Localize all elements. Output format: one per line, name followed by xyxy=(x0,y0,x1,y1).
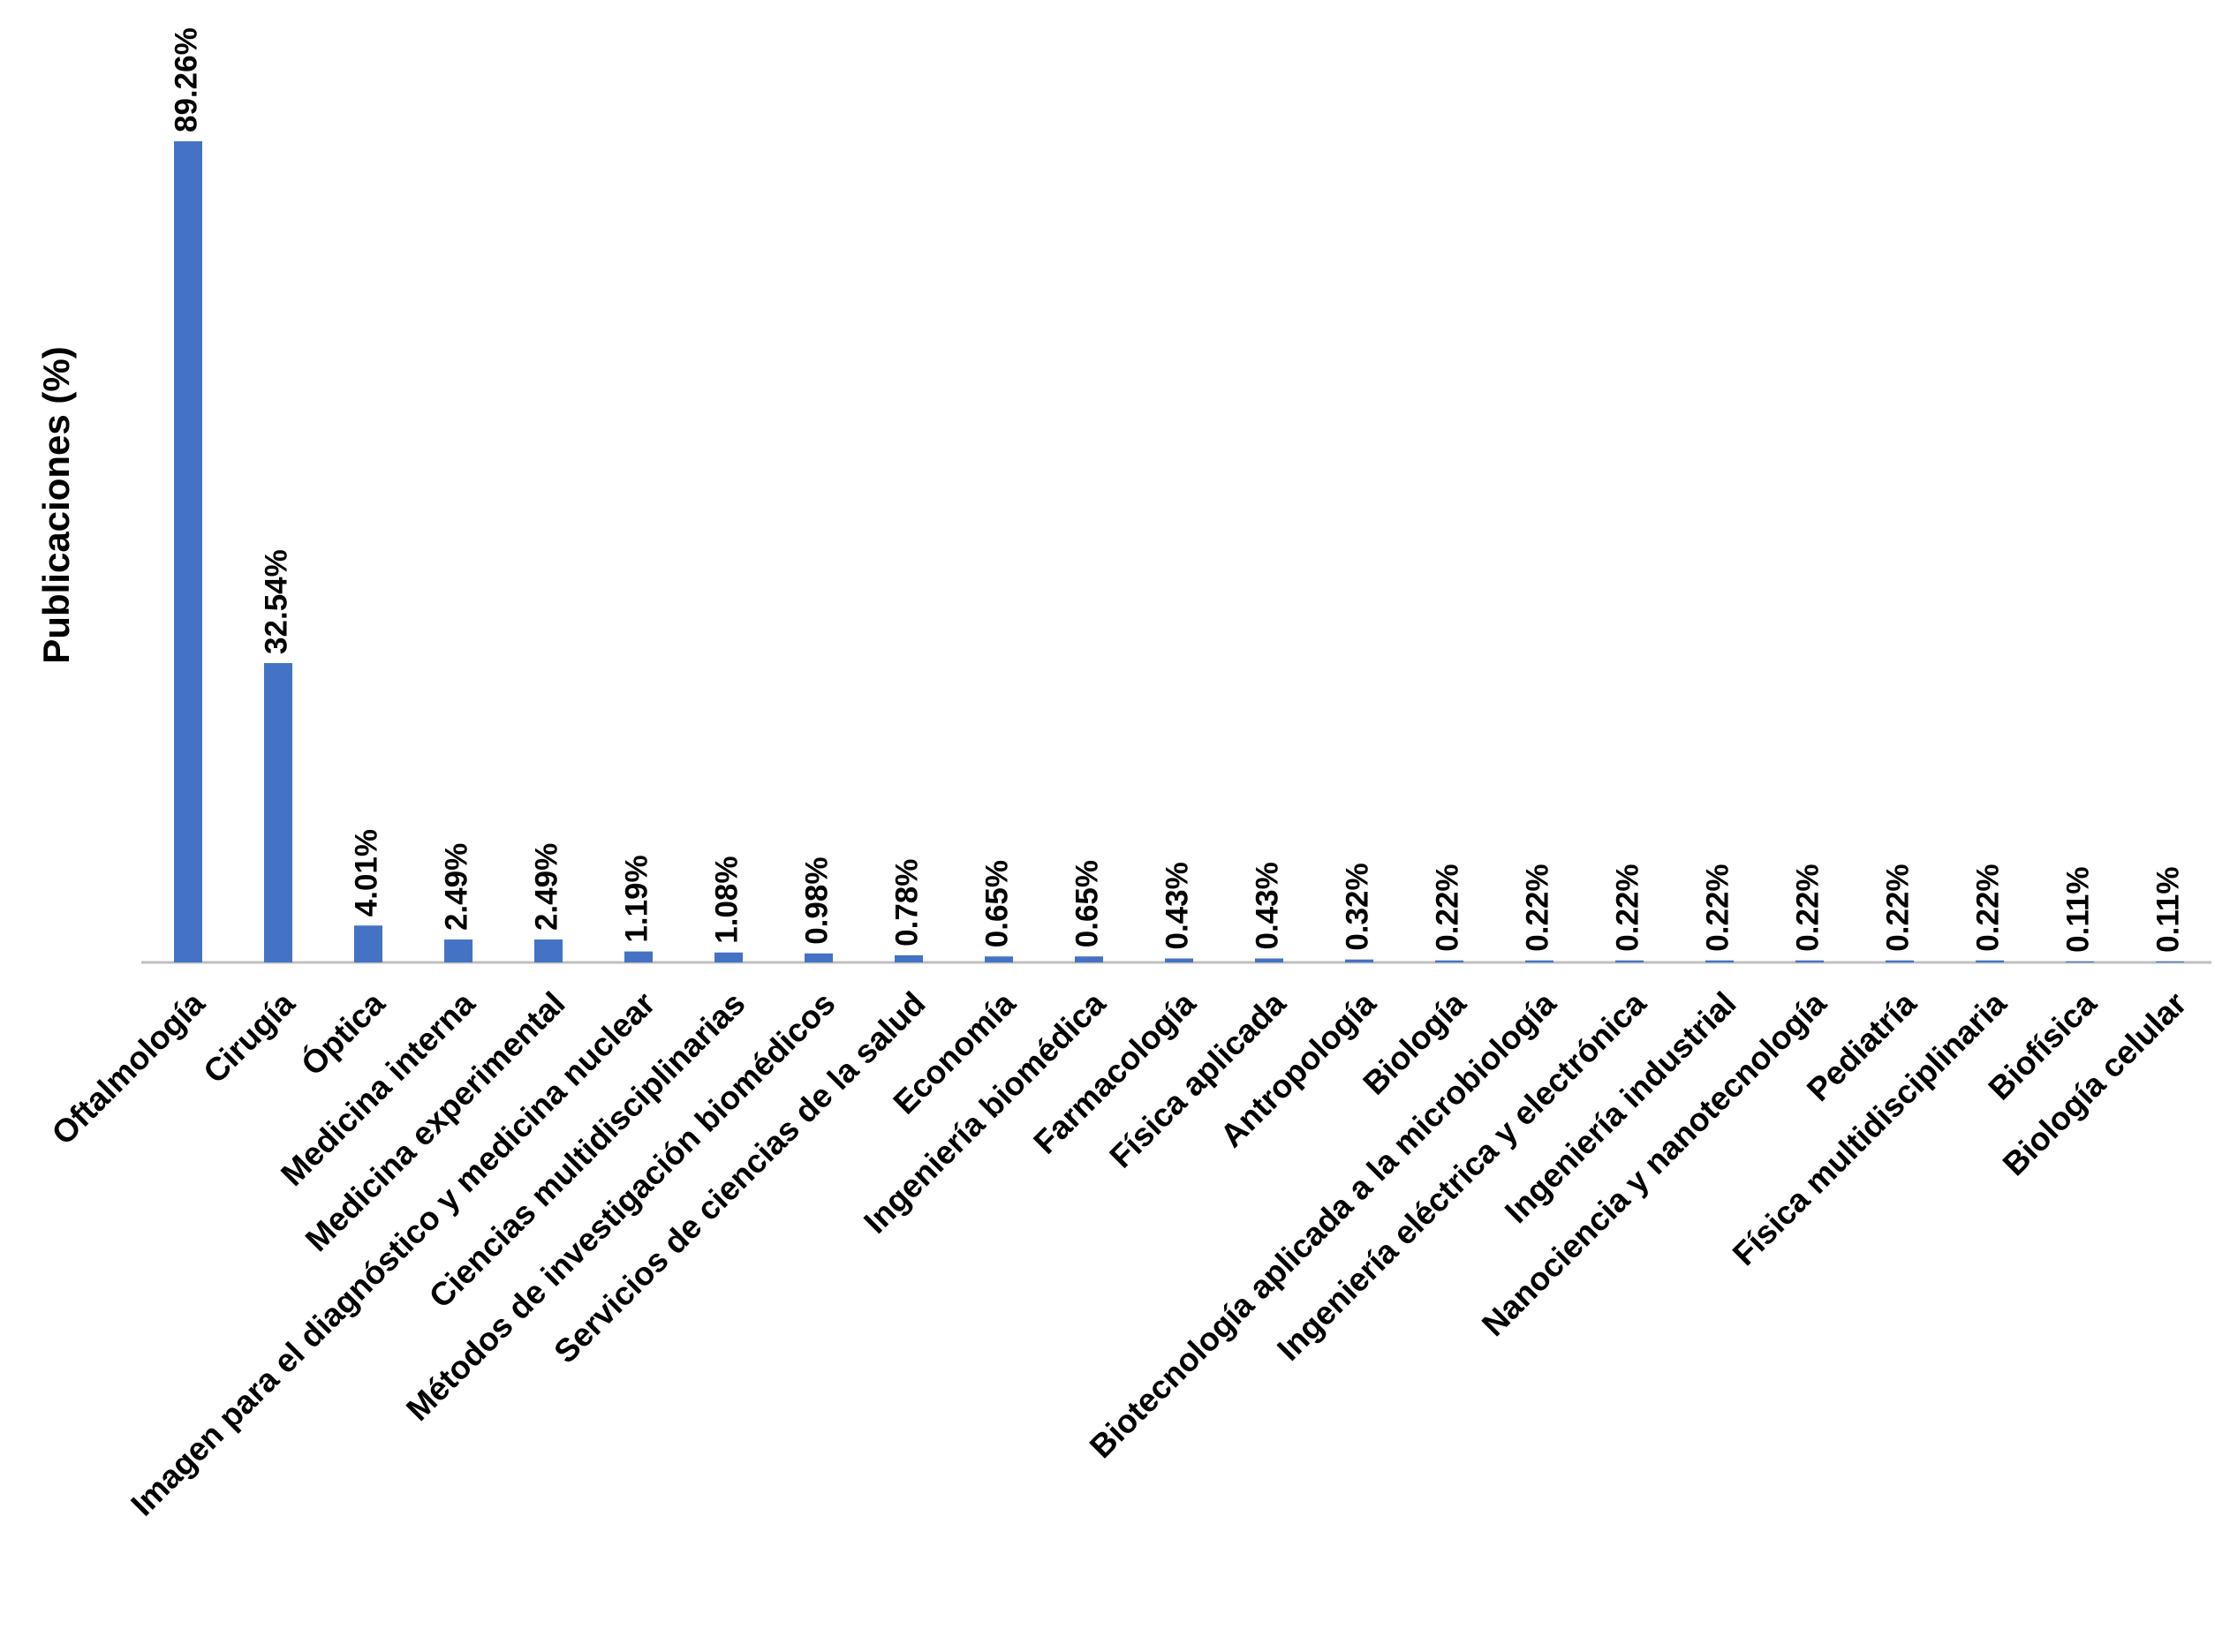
data-label: 2.49% xyxy=(439,843,473,931)
data-label: 2.49% xyxy=(529,843,563,931)
bar xyxy=(534,939,563,962)
bar xyxy=(1886,960,1914,962)
data-label: 4.01% xyxy=(349,829,383,917)
bar xyxy=(1075,956,1103,962)
bar xyxy=(1976,960,2004,962)
bar xyxy=(264,662,292,962)
bar xyxy=(714,952,743,962)
bar xyxy=(985,956,1013,962)
data-label: 0.22% xyxy=(1790,864,1825,951)
data-label: 89.26% xyxy=(169,27,203,132)
data-label: 0.65% xyxy=(1070,860,1104,947)
data-label: 0.22% xyxy=(1970,864,2005,951)
bar xyxy=(1525,960,1554,962)
bar xyxy=(1795,960,1824,962)
bar xyxy=(354,925,382,962)
bar xyxy=(1255,958,1283,962)
bar xyxy=(1615,960,1644,962)
x-tick-label: Oftalmología xyxy=(45,984,212,1151)
data-label: 0.98% xyxy=(799,857,834,945)
data-label: 0.43% xyxy=(1160,862,1194,949)
bar xyxy=(1165,958,1193,962)
bar xyxy=(895,954,923,962)
bar xyxy=(805,953,833,962)
data-label: 32.54% xyxy=(259,549,293,654)
bar xyxy=(444,939,472,962)
bar xyxy=(174,141,202,962)
data-label: 0.22% xyxy=(1880,864,1915,951)
y-axis-label: Publicaciones (%) xyxy=(35,346,77,663)
bar xyxy=(1435,960,1463,962)
data-label: 0.43% xyxy=(1250,862,1284,949)
bar xyxy=(624,951,653,962)
data-label: 0.65% xyxy=(979,860,1014,947)
x-tick-label: Antropología xyxy=(1213,984,1383,1154)
x-tick-label: Farmacología xyxy=(1026,984,1202,1160)
data-label: 0.32% xyxy=(1340,863,1374,950)
data-label: 0.11% xyxy=(2060,867,2095,953)
bar xyxy=(1705,960,1734,962)
x-tick-label: Cirugía xyxy=(196,984,301,1090)
data-label: 0.22% xyxy=(1610,864,1644,951)
data-label: 0.22% xyxy=(1700,864,1735,951)
data-label: 0.22% xyxy=(1520,864,1554,951)
data-label: 1.08% xyxy=(709,856,744,943)
bar xyxy=(1345,959,1373,962)
data-label: 1.19% xyxy=(619,855,654,942)
data-label: 0.22% xyxy=(1430,864,1464,951)
data-label: 0.78% xyxy=(889,859,924,947)
data-label: 0.11% xyxy=(2151,867,2185,953)
